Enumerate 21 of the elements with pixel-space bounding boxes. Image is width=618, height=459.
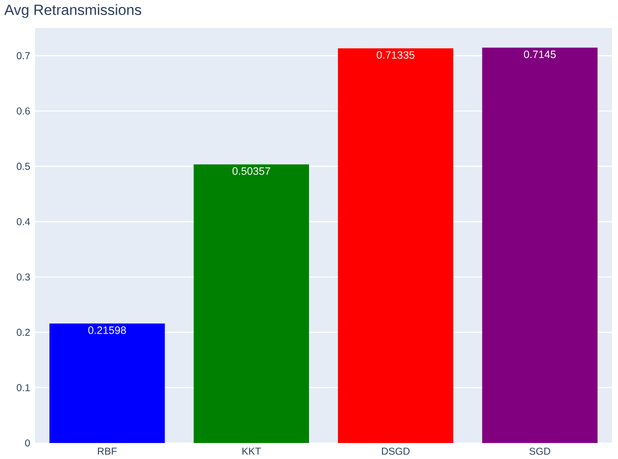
y-tick-label: 0.2 (16, 328, 30, 336)
x-tick-label: DSGD (382, 448, 410, 455)
data-label: 0.21598 (88, 326, 126, 334)
x-tick-label: RBF (98, 448, 117, 454)
y-tick-label: 0.5 (16, 162, 30, 170)
y-tick-label: 0.3 (16, 273, 30, 280)
y-tick-label: 0.6 (16, 107, 30, 114)
bar (194, 164, 310, 443)
y-tick-label: 0.4 (16, 218, 30, 226)
x-tick-label: SGD (529, 448, 550, 455)
bar (338, 48, 454, 443)
bar (49, 323, 165, 443)
data-label: 0.7145 (524, 50, 556, 58)
chart-title: Avg Retransmissions (4, 4, 142, 18)
y-tick-label: 0.1 (16, 384, 30, 392)
x-tick-label: KKT (242, 448, 261, 454)
bar (482, 48, 598, 443)
data-label: 0.50357 (232, 167, 270, 175)
y-tick-label: 0 (25, 439, 30, 446)
y-tick-label: 0.7 (16, 52, 30, 60)
data-label: 0.71335 (376, 51, 414, 59)
